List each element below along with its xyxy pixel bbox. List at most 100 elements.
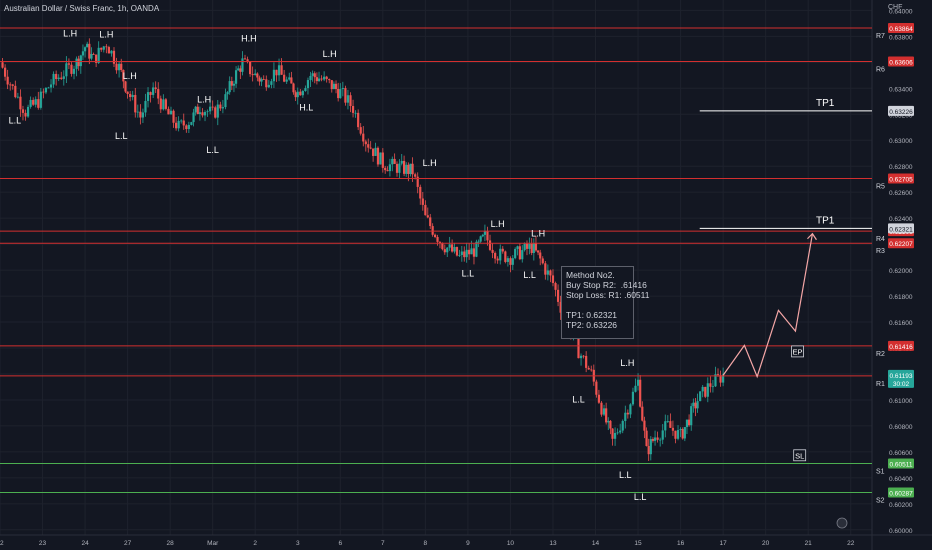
candle-body bbox=[267, 84, 270, 88]
candle-body bbox=[436, 237, 439, 242]
level-price-badge bbox=[888, 458, 914, 469]
candle-body bbox=[409, 163, 412, 175]
y-tick-label: 0.60600 bbox=[889, 450, 913, 457]
swing-label: L.H bbox=[123, 71, 137, 81]
candle-body bbox=[509, 258, 512, 265]
y-tick-label: 0.62000 bbox=[889, 268, 913, 275]
strategy-note[interactable]: Method No2. Buy Stop R2: .61416 Stop Los… bbox=[561, 266, 649, 339]
candle-body bbox=[587, 367, 590, 370]
candle-body bbox=[597, 394, 601, 403]
swing-label: L.L bbox=[619, 470, 632, 480]
level-price-badge bbox=[888, 56, 914, 67]
candle-body bbox=[483, 230, 487, 235]
candle-body bbox=[214, 107, 217, 118]
candle-body bbox=[521, 250, 524, 260]
candle-body bbox=[376, 147, 380, 165]
candle-body bbox=[194, 106, 197, 113]
x-tick-label: 22 bbox=[0, 540, 4, 547]
symbol-title: Australian Dollar / Swiss Franc, 1h, OAN… bbox=[4, 4, 160, 13]
candle-body bbox=[187, 124, 190, 130]
candle-body bbox=[77, 58, 80, 67]
candle-body bbox=[400, 160, 403, 164]
candle-body bbox=[414, 174, 417, 177]
level-price-badge bbox=[888, 173, 914, 184]
candle-body bbox=[110, 50, 113, 54]
candle-body bbox=[386, 170, 389, 172]
x-tick-label: 28 bbox=[167, 540, 175, 547]
candle-body bbox=[694, 402, 697, 409]
level-price-badge bbox=[888, 340, 914, 351]
candle-body bbox=[499, 248, 502, 261]
candle-body bbox=[539, 252, 542, 259]
candle-body bbox=[152, 87, 155, 95]
candle-body bbox=[384, 167, 387, 171]
y-tick-label: 0.60000 bbox=[889, 528, 913, 535]
swing-label: L.H bbox=[491, 219, 505, 229]
candle-body bbox=[711, 386, 715, 388]
candle-body bbox=[185, 125, 188, 130]
candle-body bbox=[595, 381, 598, 395]
candle-body bbox=[221, 107, 224, 109]
candle-body bbox=[719, 375, 722, 383]
candle-body bbox=[134, 94, 137, 113]
level-label-s2: S2 bbox=[876, 498, 885, 505]
candle-body bbox=[131, 94, 134, 98]
candle-body bbox=[317, 78, 321, 82]
tp-price-badge bbox=[888, 105, 914, 116]
candle-body bbox=[714, 374, 717, 387]
candle-body bbox=[619, 430, 622, 433]
candle-body bbox=[126, 91, 129, 94]
level-price-badge bbox=[888, 23, 914, 34]
candle-body bbox=[258, 77, 261, 82]
candle-body bbox=[577, 337, 580, 359]
candle-body bbox=[328, 79, 331, 81]
candle-body bbox=[659, 439, 662, 441]
candle-body bbox=[636, 379, 640, 386]
candle-body bbox=[645, 430, 648, 446]
candle-body bbox=[92, 53, 95, 55]
candle-body bbox=[224, 94, 227, 108]
candle-body bbox=[24, 112, 27, 117]
y-tick-label: 0.61800 bbox=[889, 294, 913, 301]
candle-body bbox=[443, 249, 446, 253]
candle-body bbox=[559, 301, 562, 313]
swing-label: L.L bbox=[206, 145, 219, 155]
candle-body bbox=[374, 147, 377, 156]
candle-body bbox=[57, 77, 60, 80]
candle-body bbox=[177, 120, 180, 129]
candle-body bbox=[228, 81, 231, 93]
x-tick-label: 15 bbox=[634, 540, 642, 547]
candle-body bbox=[441, 242, 444, 250]
candle-body bbox=[381, 152, 384, 168]
level-label-r3: R3 bbox=[876, 248, 885, 255]
candle-body bbox=[19, 96, 22, 110]
tp-label: TP1 bbox=[816, 215, 835, 226]
candle-body bbox=[154, 87, 157, 90]
candle-body bbox=[379, 152, 382, 165]
candle-body bbox=[536, 250, 540, 253]
candle-body bbox=[4, 67, 7, 77]
x-tick-label: 17 bbox=[720, 540, 728, 547]
y-tick-label: 0.62600 bbox=[889, 190, 913, 197]
level-price-badge bbox=[888, 238, 914, 249]
candle-body bbox=[226, 92, 229, 95]
candle-body bbox=[256, 73, 259, 78]
candle-body bbox=[699, 391, 702, 402]
candle-body bbox=[424, 204, 427, 216]
swing-label: H.L bbox=[299, 102, 313, 112]
swing-label: L.H bbox=[423, 158, 437, 168]
candle-body bbox=[488, 240, 492, 250]
candle-body bbox=[357, 112, 360, 128]
candle-body bbox=[465, 249, 468, 258]
candle-body bbox=[32, 99, 35, 105]
candle-body bbox=[481, 234, 484, 237]
candle-body bbox=[541, 258, 544, 264]
candle-body bbox=[388, 164, 392, 172]
swing-label: L.L bbox=[462, 269, 475, 279]
level-price-text: 0.63606 bbox=[889, 60, 913, 67]
candle-body bbox=[39, 91, 42, 108]
candle-body bbox=[1, 62, 4, 68]
candle-body bbox=[641, 406, 644, 421]
candle-body bbox=[306, 80, 310, 89]
